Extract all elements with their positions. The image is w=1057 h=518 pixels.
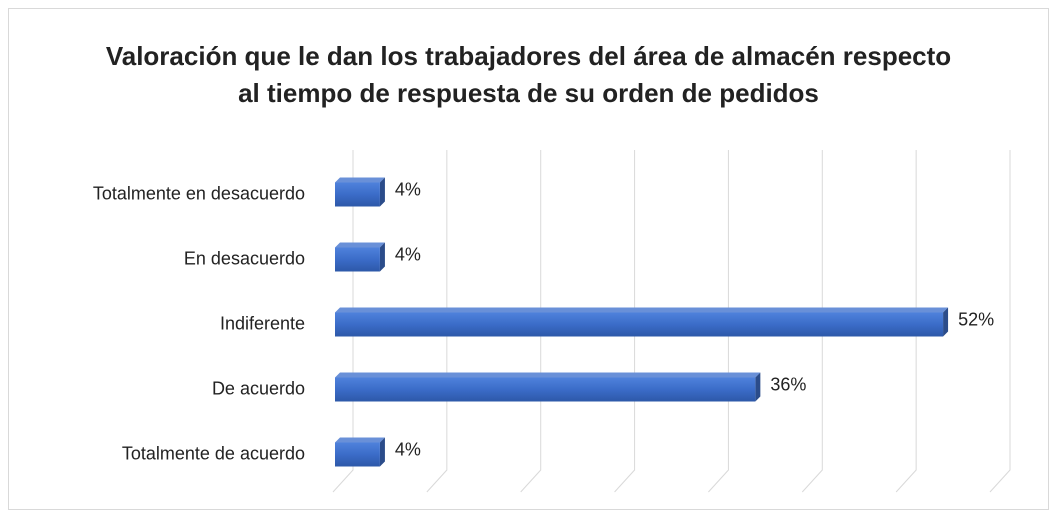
bar-top	[335, 177, 385, 183]
bar-front	[335, 312, 944, 337]
bar	[335, 177, 385, 207]
chart-title: Valoración que le dan los trabajadores d…	[105, 41, 952, 108]
bar-side	[379, 177, 385, 207]
bar-side	[943, 307, 949, 337]
data-label: 52%	[958, 309, 994, 329]
bar-front	[335, 247, 380, 272]
bar	[335, 372, 761, 402]
bar-top	[335, 372, 761, 378]
bar-front	[335, 182, 380, 207]
bar-front	[335, 377, 756, 402]
bar-side	[755, 372, 761, 402]
category-label: De acuerdo	[212, 378, 305, 398]
category-label: Totalmente en desacuerdo	[93, 183, 305, 203]
bar-side	[379, 242, 385, 272]
grid-line	[895, 150, 917, 493]
grid-line	[520, 150, 542, 493]
bar-top	[335, 307, 949, 313]
grid-line	[989, 150, 1011, 493]
data-label: 36%	[770, 374, 806, 394]
grid-line	[801, 150, 823, 493]
data-label: 4%	[395, 179, 421, 199]
bar-top	[335, 242, 385, 248]
bar-top	[335, 437, 385, 443]
bar	[335, 242, 385, 272]
bar	[335, 437, 385, 467]
data-label: 4%	[395, 244, 421, 264]
bar-side	[379, 437, 385, 467]
data-label: 4%	[395, 439, 421, 459]
chart-border	[8, 8, 1049, 510]
grid-line	[708, 150, 729, 493]
grid-line	[426, 150, 448, 493]
bars: Totalmente en desacuerdo 4% En desacuerdo 4…	[93, 177, 994, 467]
category-label: Indiferente	[220, 313, 305, 333]
bar-front	[335, 442, 380, 467]
grid-line	[614, 150, 636, 493]
category-label: En desacuerdo	[184, 248, 305, 268]
category-label: Totalmente de acuerdo	[122, 443, 305, 463]
bar	[335, 307, 949, 337]
